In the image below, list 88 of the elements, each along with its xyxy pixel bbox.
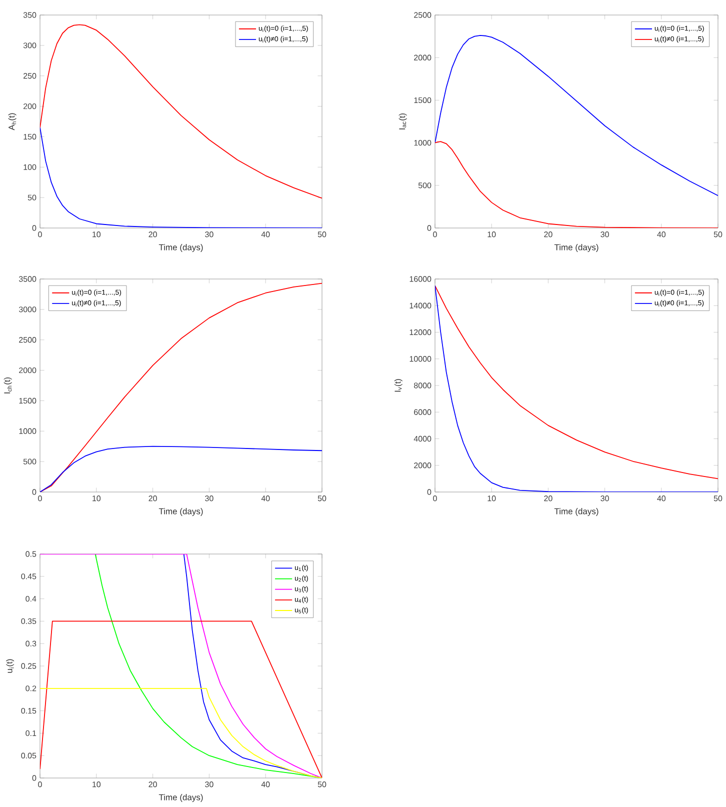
x-axis-title: Time (days) xyxy=(554,244,598,252)
x-tick-label: 0 xyxy=(38,496,42,502)
y-axis-title: I$_{ch}$(t) xyxy=(4,377,12,394)
x-tick-label: 40 xyxy=(261,782,270,788)
y-tick-label: 500 xyxy=(24,458,36,464)
x-tick-label: 10 xyxy=(488,232,496,238)
y-tick-label: 4000 xyxy=(414,436,432,442)
x-axis-title: Time (days) xyxy=(159,244,203,252)
y-tick-label: 0.4 xyxy=(26,596,36,602)
x-tick-label: 50 xyxy=(714,496,722,502)
y-tick-label: 16000 xyxy=(410,276,432,282)
x-tick-label: 20 xyxy=(148,782,158,788)
y-axis-title: I$_{v}$(t) xyxy=(394,379,402,392)
x-tick-label: 40 xyxy=(657,496,666,502)
y-tick-label: 150 xyxy=(24,134,36,140)
y-tick-label: 2500 xyxy=(414,12,432,18)
y-tick-label: 0.15 xyxy=(21,708,36,714)
y-tick-label: 250 xyxy=(24,73,36,79)
y-tick-label: 500 xyxy=(418,182,432,188)
x-tick-label: 30 xyxy=(205,496,214,502)
x-tick-label: 10 xyxy=(92,496,101,502)
y-tick-label: 2000 xyxy=(414,462,432,468)
line-series xyxy=(40,127,322,228)
y-axis-title: A$_{h}$(t) xyxy=(8,113,16,130)
x-tick-label: 10 xyxy=(92,782,101,788)
x-tick-label: 10 xyxy=(92,232,101,238)
y-tick-label: 50 xyxy=(28,194,36,200)
x-tick-label: 40 xyxy=(261,232,270,238)
x-tick-label: 50 xyxy=(318,782,326,788)
x-axis-title: Time (days) xyxy=(554,508,598,516)
x-tick-label: 20 xyxy=(544,232,552,238)
x-axis-title: Time (days) xyxy=(159,508,203,516)
y-tick-label: 8000 xyxy=(414,382,432,388)
y-tick-label: 3000 xyxy=(19,306,36,312)
y-tick-label: 350 xyxy=(24,12,36,18)
line-series xyxy=(40,688,322,778)
x-tick-label: 20 xyxy=(148,496,158,502)
x-tick-label: 0 xyxy=(433,232,438,238)
line-series xyxy=(40,24,322,199)
x-tick-label: 0 xyxy=(38,782,42,788)
x-tick-label: 30 xyxy=(600,496,610,502)
x-tick-label: 40 xyxy=(261,496,270,502)
y-tick-label: 0.25 xyxy=(21,663,36,669)
y-tick-label: 0 xyxy=(427,225,432,231)
y-tick-label: 200 xyxy=(24,103,36,110)
y-tick-label: 1000 xyxy=(414,140,432,146)
y-tick-label: 0.5 xyxy=(26,551,36,557)
line-series xyxy=(40,554,322,778)
y-tick-label: 10000 xyxy=(410,356,432,362)
x-tick-label: 30 xyxy=(600,232,610,238)
y-tick-label: 1000 xyxy=(19,428,36,434)
y-axis-title: I$_{ac}$(t) xyxy=(398,113,407,130)
x-axis-title: Time (days) xyxy=(159,794,203,802)
x-tick-label: 0 xyxy=(38,232,42,238)
y-tick-label: 0 xyxy=(32,225,36,231)
x-tick-label: 20 xyxy=(544,496,552,502)
x-tick-label: 0 xyxy=(433,496,438,502)
y-tick-label: 0.35 xyxy=(21,618,36,624)
y-tick-label: 0.2 xyxy=(26,686,36,692)
y-tick-label: 0.1 xyxy=(26,730,36,736)
y-tick-label: 0.3 xyxy=(26,640,36,646)
y-tick-label: 2500 xyxy=(19,337,36,343)
y-tick-label: 1500 xyxy=(19,398,36,404)
x-tick-label: 50 xyxy=(318,232,326,238)
y-tick-label: 2000 xyxy=(19,367,36,374)
y-tick-label: 0.45 xyxy=(21,574,36,580)
y-tick-label: 0 xyxy=(427,489,432,495)
y-tick-label: 0 xyxy=(32,489,36,495)
x-tick-label: 10 xyxy=(488,496,496,502)
x-tick-label: 20 xyxy=(148,232,158,238)
y-tick-label: 100 xyxy=(24,164,36,170)
y-tick-label: 12000 xyxy=(410,329,432,336)
line-series xyxy=(40,446,322,492)
y-tick-label: 0 xyxy=(32,775,36,781)
y-axis-title: u$_{i}$(t) xyxy=(6,659,14,673)
x-tick-label: 30 xyxy=(205,232,214,238)
y-tick-label: 0.05 xyxy=(21,752,36,758)
y-tick-label: 2000 xyxy=(414,54,432,60)
x-tick-label: 50 xyxy=(318,496,326,502)
x-tick-label: 30 xyxy=(205,782,214,788)
x-tick-label: 50 xyxy=(714,232,722,238)
y-tick-label: 3500 xyxy=(19,276,36,282)
line-series xyxy=(435,141,718,228)
y-tick-label: 6000 xyxy=(414,409,432,415)
y-tick-label: 300 xyxy=(24,42,36,48)
x-tick-label: 40 xyxy=(657,232,666,238)
y-tick-label: 1500 xyxy=(414,97,432,104)
y-tick-label: 14000 xyxy=(410,302,432,308)
